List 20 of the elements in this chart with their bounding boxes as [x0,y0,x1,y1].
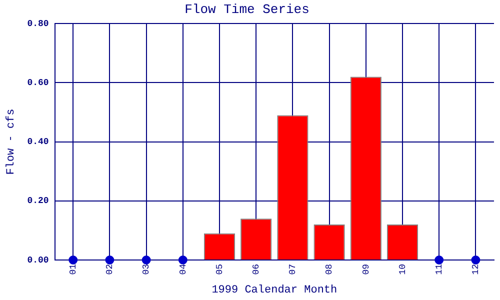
y-tick-label: 0.00 [27,255,49,266]
x-tick-label: 12 [471,264,482,275]
chart-title: Flow Time Series [184,2,310,18]
x-tick-label: 09 [361,264,372,275]
x-tick-label: 02 [105,264,116,275]
y-tick-label: 0.60 [27,78,49,88]
y-tick-label: 0.80 [27,18,49,29]
x-tick-label: 07 [288,264,298,275]
x-tick-label: 06 [251,264,262,275]
x-tick-label: 08 [324,264,335,275]
x-tick-label: 01 [68,264,78,275]
x-tick-label: 03 [142,264,152,275]
y-axis-title: Flow - cfs [6,108,18,175]
x-tick-label: 10 [398,264,408,275]
y-tick-label: 0.40 [27,137,49,148]
x-tick-label: 05 [214,264,225,275]
x-tick-label: 04 [178,264,188,275]
y-tick-label: 0.20 [27,196,49,206]
x-axis-title: 1999 Calendar Month [212,284,338,296]
x-tick-label: 11 [434,264,444,275]
